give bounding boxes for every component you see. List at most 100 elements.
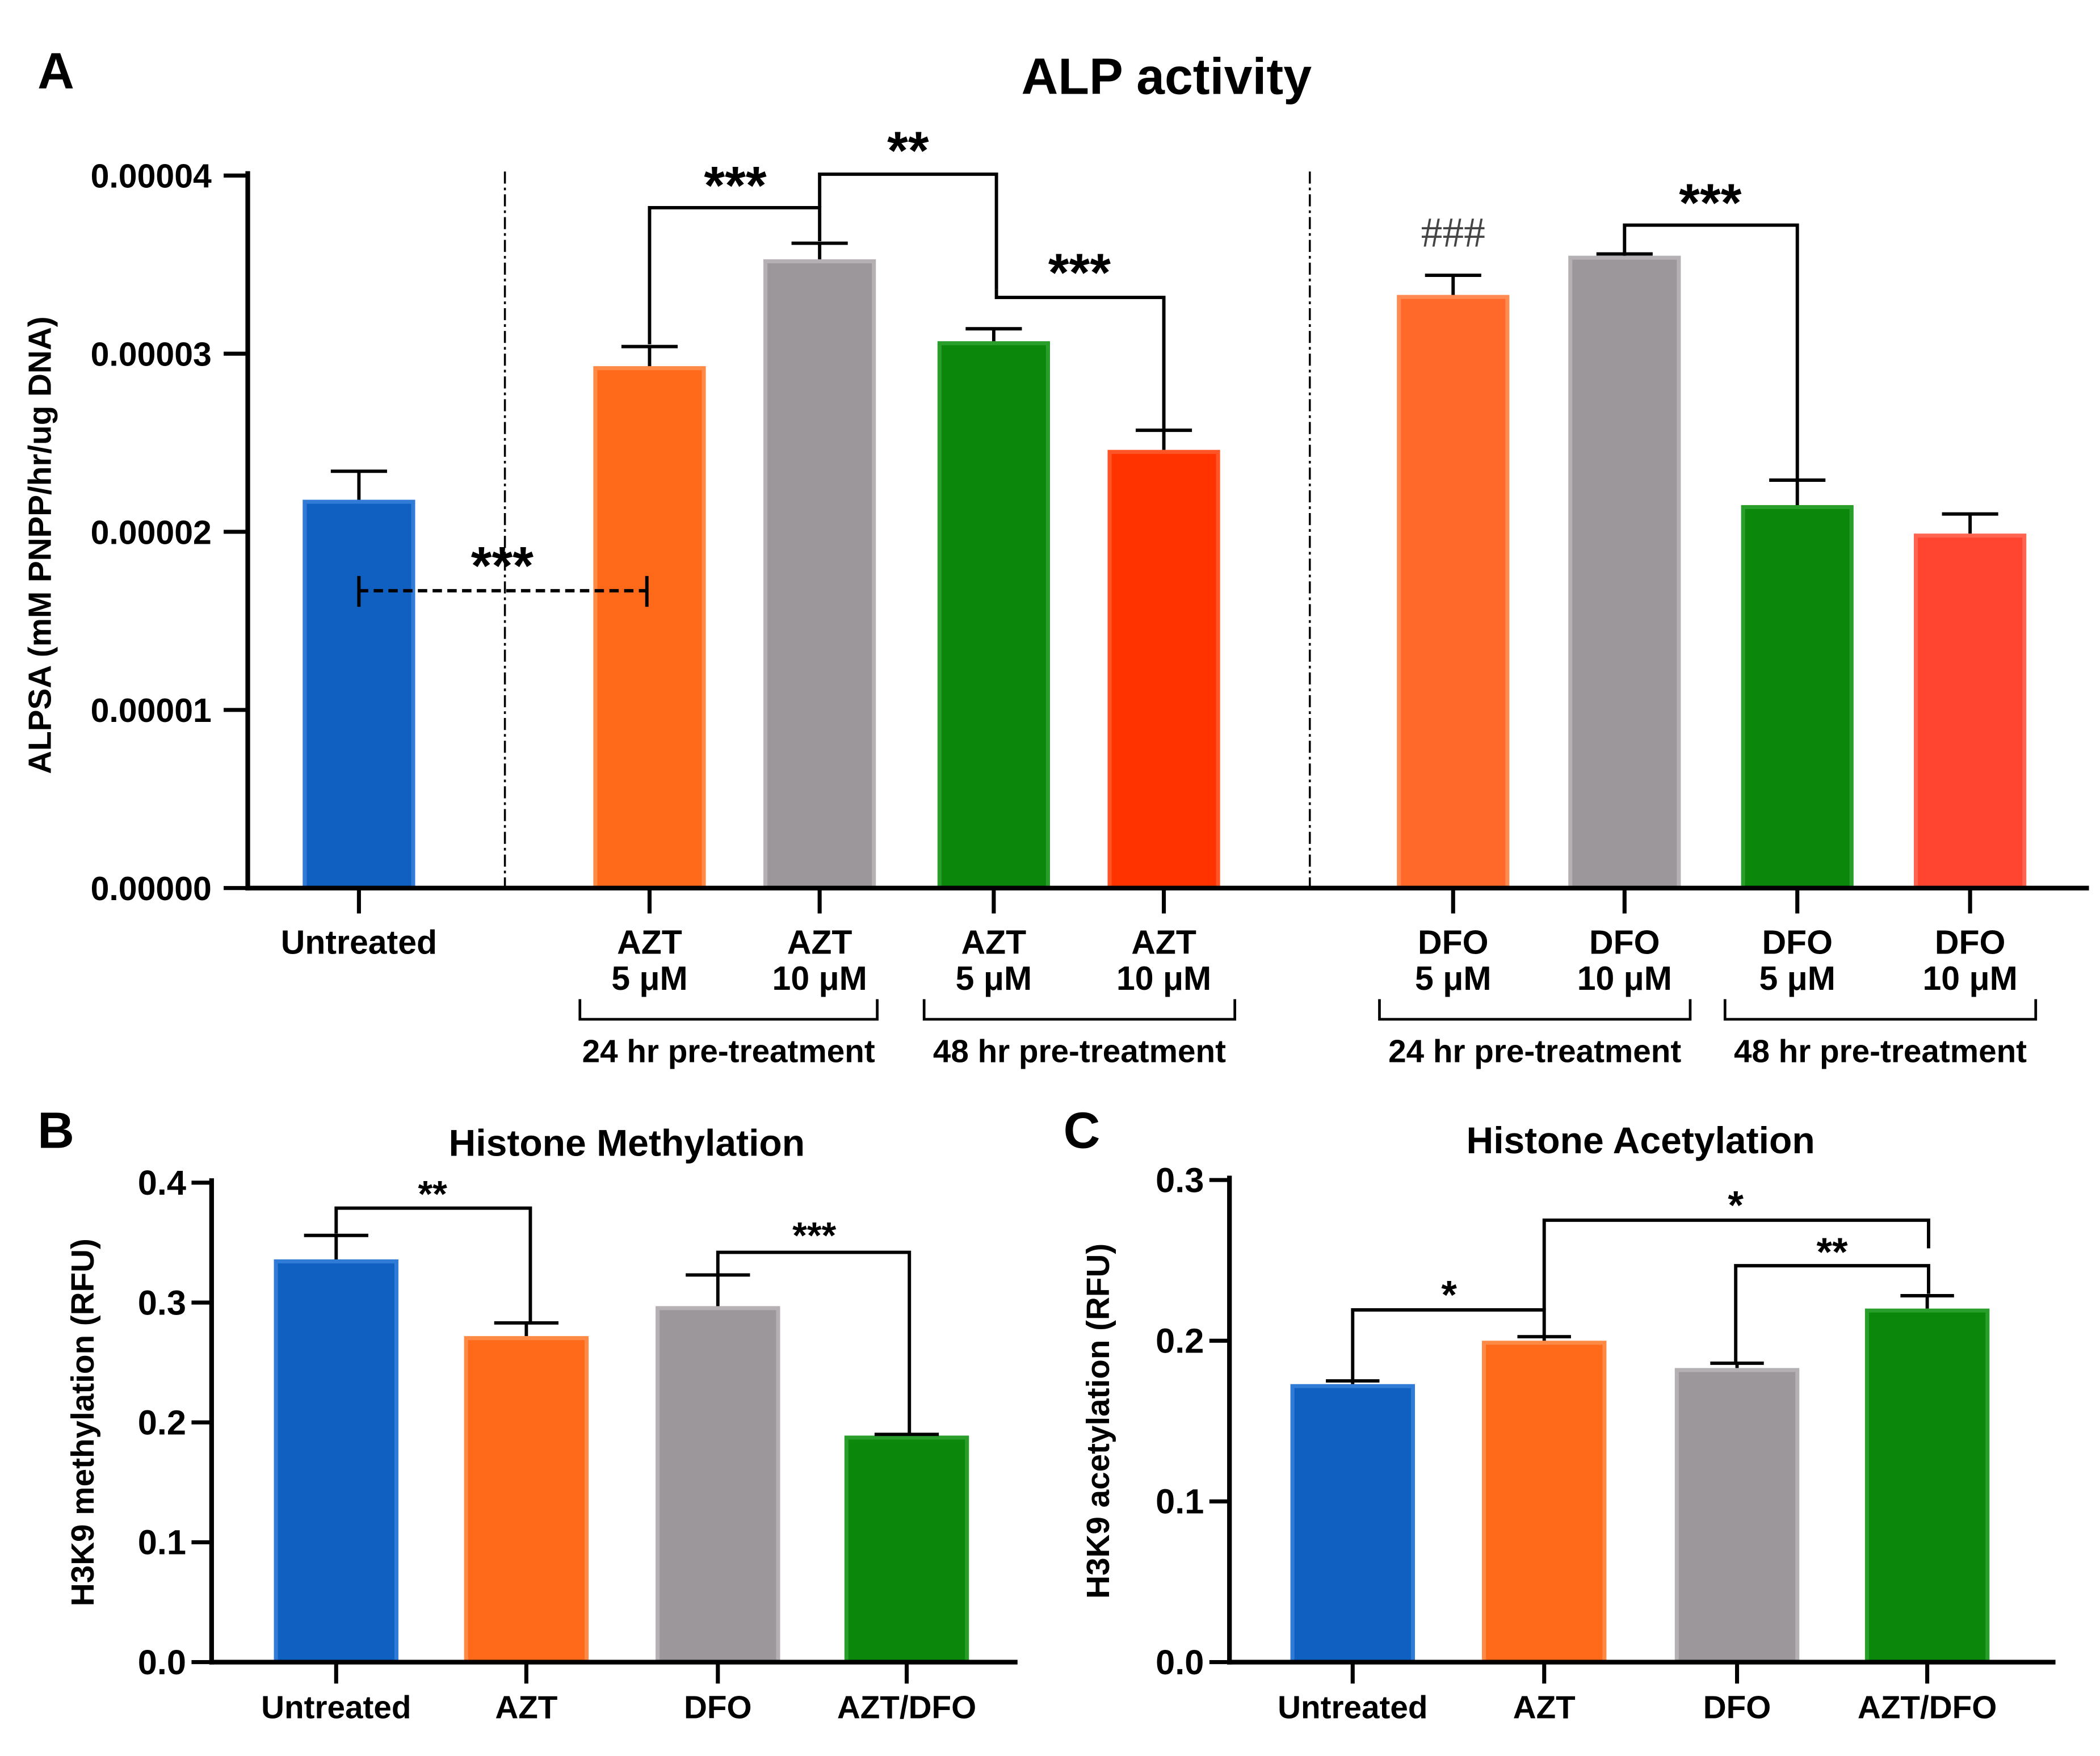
panel-b-category-label-3: DFO [684, 1690, 752, 1726]
panel-a-category-label-2-line-2: 5 μM [611, 960, 687, 997]
panel-a-y-tick-label-5: 0.00004 [91, 158, 212, 195]
panel-c-y-tick-label-3: 0.2 [1156, 1322, 1204, 1361]
panel-a-y-tick-label-1: 0.00000 [91, 870, 212, 908]
panel-a-bar-6 [1397, 295, 1510, 890]
panel-a-group-bracket-4 [1723, 999, 2038, 1021]
panel-b-error-bar-3 [686, 1273, 750, 1307]
panel-a-significance-label-4: *** [1679, 174, 1741, 233]
panel-a-category-label-5-line-2: 10 μM [1116, 960, 1211, 997]
panel-a-group-label-2: 48 hr pre-treatment [933, 1034, 1226, 1069]
panel-a-y-axis-label: ALPSA (mM PNPP/hr/ug DNA) [23, 316, 58, 774]
panel-a-error-bar-3 [791, 241, 848, 259]
panel-a-group-label-4: 48 hr pre-treatment [1734, 1034, 2027, 1069]
panel-a-bar-7 [1568, 255, 1681, 890]
panel-a-category-label-4-line-2: 5 μM [956, 960, 1032, 997]
panel-a-significance-bracket-4 [1623, 223, 1799, 480]
panel-c-error-bar-4 [1900, 1294, 1954, 1309]
panel-c-category-label-4: AZT/DFO [1858, 1690, 1997, 1726]
panel-c-error-bar-1 [1326, 1379, 1380, 1384]
panel-c-y-tick-label-2: 0.1 [1156, 1482, 1204, 1522]
panel-a-error-bar-6 [1425, 274, 1481, 295]
panel-b-y-tick-label-1: 0.0 [138, 1643, 186, 1682]
panel-c-category-label-2: AZT [1513, 1690, 1576, 1726]
panel-a-error-bar-7 [1596, 252, 1653, 256]
panel-a-error-bar-9 [1942, 512, 1998, 534]
panel-a-significance-bracket-1 [648, 206, 822, 345]
panel-c-bar-3 [1674, 1368, 1800, 1665]
panel-b-bar-1 [274, 1259, 399, 1665]
panel-a-category-label-2: AZT [617, 923, 682, 961]
panel-a-category-label-8: DFO [1762, 923, 1833, 961]
panel-a-y-tick-label-4: 0.00003 [91, 335, 212, 373]
panel-a-error-bar-1 [330, 469, 387, 500]
panel-b-y-tick-label-4: 0.3 [138, 1283, 186, 1322]
panel-b-title: Histone Methylation [449, 1123, 805, 1165]
panel-a-y-tick-label-2: 0.00001 [91, 692, 212, 729]
panel-c-significance-label-2: * [1728, 1183, 1744, 1228]
panel-a-error-bar-4 [965, 327, 1022, 342]
panel-a-category-label-4: AZT [961, 923, 1027, 961]
panel-a-y-tick-label-3: 0.00002 [91, 514, 212, 551]
panel-a-category-label-7-line-2: 10 μM [1577, 960, 1672, 997]
panel-a-error-bar-2 [621, 345, 678, 367]
panel-a-category-label-9: DFO [1935, 923, 2006, 961]
panel-b-bar-3 [656, 1306, 780, 1665]
panel-a-significance-label-3: *** [1048, 243, 1111, 303]
panel-a-category-label-3: AZT [787, 923, 852, 961]
panel-c-y-tick-label-4: 0.3 [1156, 1161, 1204, 1200]
panel-c-error-bar-3 [1710, 1361, 1764, 1368]
panel-a-group-bracket-3 [1378, 999, 1692, 1021]
panel-b-category-label-4: AZT/DFO [837, 1690, 976, 1726]
panel-a-alp-activity-chart: A ALP activity ALPSA (mM PNPP/hr/ug DNA)… [23, 43, 2089, 1069]
panel-c-bar-4 [1864, 1308, 1990, 1665]
panel-b-bar-4 [844, 1435, 969, 1665]
panel-b-letter: B [37, 1102, 74, 1159]
panel-a-marker-label-1: ### [1421, 209, 1485, 256]
panel-c-error-bar-2 [1517, 1335, 1571, 1341]
panel-a-group-label-3: 24 hr pre-treatment [1388, 1034, 1681, 1069]
panel-a-title: ALP activity [1021, 48, 1312, 105]
panel-a-group-label-1: 24 hr pre-treatment [582, 1034, 875, 1069]
panel-a-significance-label-5: *** [471, 536, 534, 596]
panel-a-letter: A [37, 43, 74, 100]
panel-c-category-label-3: DFO [1703, 1690, 1771, 1726]
panel-b-significance-label-1: ** [418, 1173, 447, 1215]
panel-b-bar-2 [464, 1336, 589, 1665]
panel-a-category-label-8-line-2: 5 μM [1759, 960, 1835, 997]
panel-c-bar-2 [1482, 1341, 1607, 1665]
panel-a-bar-1 [303, 499, 415, 890]
panel-b-histone-methylation-chart: B Histone Methylation H3K9 methylation (… [37, 1102, 1018, 1726]
panel-a-bar-8 [1741, 505, 1854, 890]
panel-a-category-label-7: DFO [1589, 923, 1660, 961]
panel-c-histone-acetylation-chart: C Histone Acetylation H3K9 acetylation (… [1064, 1102, 2056, 1726]
panel-b-y-axis-label: H3K9 methylation (RFU) [65, 1238, 101, 1606]
panel-b-y-tick-label-3: 0.2 [138, 1403, 186, 1442]
panel-c-significance-label-1: * [1441, 1273, 1457, 1318]
panel-b-significance-bracket-1 [334, 1206, 532, 1322]
panel-c-title: Histone Acetylation [1466, 1120, 1815, 1162]
panel-a-group-bracket-1 [578, 999, 879, 1021]
panel-a-error-bar-5 [1136, 429, 1192, 450]
panel-b-y-tick-label-5: 0.4 [138, 1163, 186, 1203]
panel-a-bar-9 [1914, 533, 2027, 890]
panel-a-category-label-6: DFO [1418, 923, 1489, 961]
panel-c-significance-bracket-2 [1542, 1218, 1930, 1310]
panel-a-significance-bracket-caps-5 [357, 575, 649, 607]
panel-c-significance-bracket-1 [1351, 1308, 1546, 1380]
panel-a-group-bracket-2 [922, 999, 1236, 1021]
panel-a-significance-label-1: *** [704, 156, 766, 216]
panel-a-significance-label-2: ** [887, 121, 929, 181]
panel-c-significance-bracket-3 [1734, 1264, 1930, 1363]
panel-a-category-label-9-line-2: 10 μM [1923, 960, 2018, 997]
panel-b-significance-bracket-2 [716, 1250, 912, 1434]
panel-a-bar-4 [937, 341, 1050, 890]
panel-b-y-tick-label-2: 0.1 [138, 1523, 186, 1562]
panel-a-significance-bracket-3 [994, 289, 1166, 429]
panel-c-letter: C [1064, 1102, 1101, 1159]
panel-c-y-axis-label: H3K9 acetylation (RFU) [1081, 1244, 1116, 1599]
panel-b-significance-label-2: *** [792, 1215, 836, 1257]
panel-a-error-bar-8 [1769, 478, 1826, 505]
panel-a-significance-bracket-2 [818, 173, 998, 289]
panel-a-bar-2 [593, 366, 706, 890]
